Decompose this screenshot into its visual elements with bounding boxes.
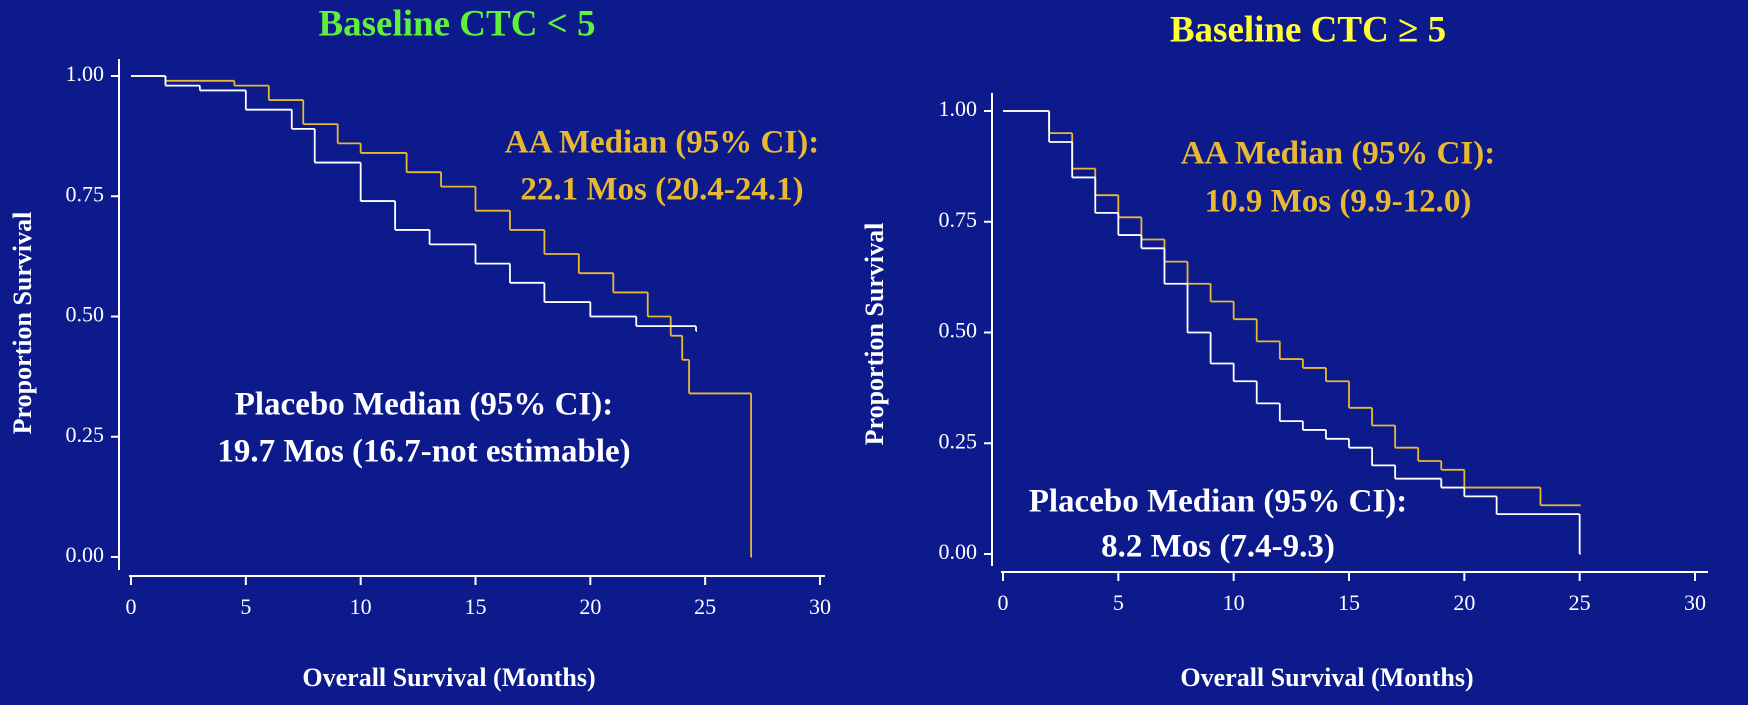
x-tick-label: 10 (1223, 590, 1245, 615)
y-tick-label: 0.00 (939, 539, 978, 564)
y-tick-label: 0.75 (939, 207, 978, 232)
x-tick-label: 15 (465, 594, 487, 619)
y-tick-label: 1.00 (939, 96, 978, 121)
x-tick-label: 0 (998, 590, 1009, 615)
x-tick-label: 20 (579, 594, 601, 619)
x-tick-label: 0 (126, 594, 137, 619)
chart-title: Baseline CTC < 5 (318, 3, 595, 44)
y-tick-label: 0.75 (66, 181, 105, 206)
annotation: Placebo Median (95% CI): (1029, 484, 1408, 520)
annotation: 19.7 Mos (16.7-not estimable) (217, 434, 630, 470)
annotation: 8.2 Mos (7.4-9.3) (1101, 529, 1335, 565)
x-tick-label: 5 (240, 594, 251, 619)
x-tick-label: 5 (1113, 590, 1124, 615)
annotation: Placebo Median (95% CI): (235, 387, 614, 423)
y-tick-label: 1.00 (66, 61, 105, 86)
x-tick-label: 25 (694, 594, 716, 619)
x-tick-label: 25 (1569, 590, 1591, 615)
y-tick-label: 0.00 (66, 542, 105, 567)
y-tick-label: 0.25 (939, 428, 978, 453)
x-axis-title: Overall Survival (Months) (302, 663, 595, 692)
annotation: 22.1 Mos (20.4-24.1) (520, 172, 803, 208)
annotation: AA Median (95% CI): (505, 125, 819, 161)
y-axis-title: Proportion Survival (860, 223, 889, 446)
y-axis-title: Proportion Survival (8, 212, 37, 435)
x-tick-label: 30 (809, 594, 831, 619)
x-tick-label: 20 (1453, 590, 1475, 615)
y-tick-label: 0.25 (66, 422, 105, 447)
annotation: 10.9 Mos (9.9-12.0) (1205, 184, 1472, 220)
x-tick-label: 15 (1338, 590, 1360, 615)
y-tick-label: 0.50 (939, 318, 978, 343)
x-tick-label: 10 (350, 594, 372, 619)
x-axis-title: Overall Survival (Months) (1180, 663, 1473, 692)
y-tick-label: 0.50 (66, 302, 105, 327)
x-tick-label: 30 (1684, 590, 1706, 615)
chart-title: Baseline CTC ≥ 5 (1170, 9, 1446, 50)
annotation: AA Median (95% CI): (1181, 136, 1495, 172)
